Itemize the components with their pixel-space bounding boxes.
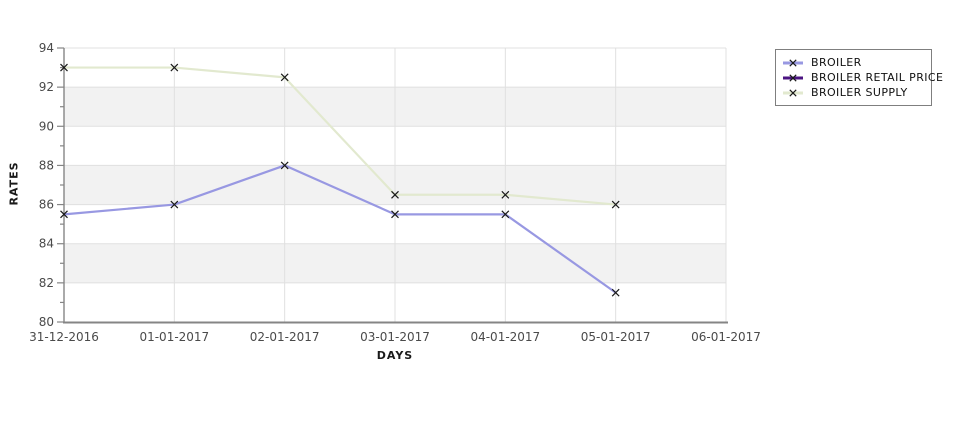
x-tick-label: 05-01-2017 [581, 330, 651, 344]
data-point-x-marker [60, 210, 68, 219]
data-point-x-marker [170, 200, 179, 209]
series-line-broiler [63, 164, 617, 294]
data-point-x-marker [391, 210, 399, 219]
data-point-x-marker [280, 73, 289, 82]
x-tick-label: 02-01-2017 [250, 330, 320, 344]
legend-item-label: BROILER SUPPLY [811, 86, 908, 99]
x-axis-title: DAYS [376, 349, 414, 362]
legend-item-label: BROILER RETAIL PRICE [811, 71, 944, 84]
data-point-x-marker [170, 63, 179, 72]
y-axis-title: RATES [7, 161, 21, 206]
y-tick-label: 92 [39, 80, 54, 94]
x-tick-label: 04-01-2017 [470, 330, 540, 344]
data-point-x-marker [611, 200, 620, 209]
y-tick-label: 82 [39, 276, 54, 290]
x-tick-label: 03-01-2017 [360, 330, 430, 344]
y-tick-label: 84 [39, 237, 54, 251]
legend-item: BROILER SUPPLY [782, 85, 923, 100]
x-tick-label: 31-12-2016 [29, 330, 99, 344]
legend-item: BROILER [782, 55, 923, 70]
data-point-x-marker [391, 190, 399, 199]
y-tick-label: 88 [39, 158, 54, 172]
legend-x-marker-icon [783, 88, 803, 97]
data-point-x-marker [501, 190, 510, 199]
y-tick-label: 90 [39, 119, 54, 133]
legend-x-marker-icon [783, 73, 803, 82]
series-line-broiler-supply [64, 66, 616, 206]
legend-x-marker-icon [783, 58, 803, 67]
y-tick-label: 94 [39, 41, 54, 55]
legend-item: BROILER RETAIL PRICE [782, 70, 943, 85]
x-tick-label: 01-01-2017 [139, 330, 209, 344]
data-point-x-marker [611, 288, 620, 297]
data-point-x-marker [280, 161, 289, 170]
y-tick-label: 80 [39, 315, 54, 329]
legend-item-label: BROILER [811, 56, 862, 69]
y-tick-label: 86 [39, 198, 54, 212]
data-point-x-marker [60, 63, 68, 72]
chart-legend: BROILER BROILER RETAIL PRICE BROILER SUPPL… [775, 49, 943, 106]
x-tick-label: 06-01-2017 [691, 330, 761, 344]
data-point-x-marker [501, 210, 510, 219]
